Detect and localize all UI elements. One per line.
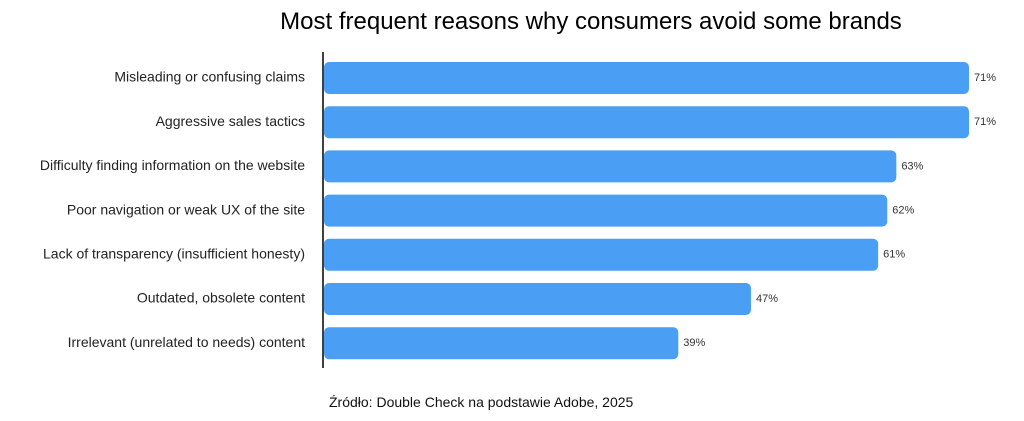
data-label: 62% — [892, 205, 914, 217]
bar — [324, 194, 888, 227]
data-label: 39% — [683, 337, 705, 349]
category-label: Difficulty finding information on the we… — [40, 157, 305, 173]
data-label: 63% — [901, 160, 923, 172]
bar — [324, 283, 751, 315]
bar — [324, 106, 969, 139]
category-label: Aggressive sales tactics — [156, 113, 305, 129]
source-note: Źródło: Double Check na podstawie Adobe,… — [329, 394, 634, 410]
category-label: Irrelevant (unrelated to needs) content — [68, 334, 305, 350]
bar — [324, 327, 679, 360]
bars-group: Misleading or confusing claims 71% Aggress… — [40, 62, 996, 360]
data-label: 71% — [974, 116, 996, 128]
category-label: Poor navigation or weak UX of the site — [67, 201, 305, 217]
bar — [324, 150, 897, 183]
data-label: 47% — [756, 293, 778, 305]
category-label: Outdated, obsolete content — [137, 290, 305, 306]
bar — [324, 238, 879, 271]
category-label: Lack of transparency (insufficient hones… — [43, 246, 305, 262]
data-label: 71% — [974, 72, 996, 84]
bar — [324, 62, 969, 94]
chart-title: Most frequent reasons why consumers avoi… — [280, 8, 902, 35]
category-label: Misleading or confusing claims — [114, 69, 305, 85]
data-label: 61% — [883, 249, 905, 261]
